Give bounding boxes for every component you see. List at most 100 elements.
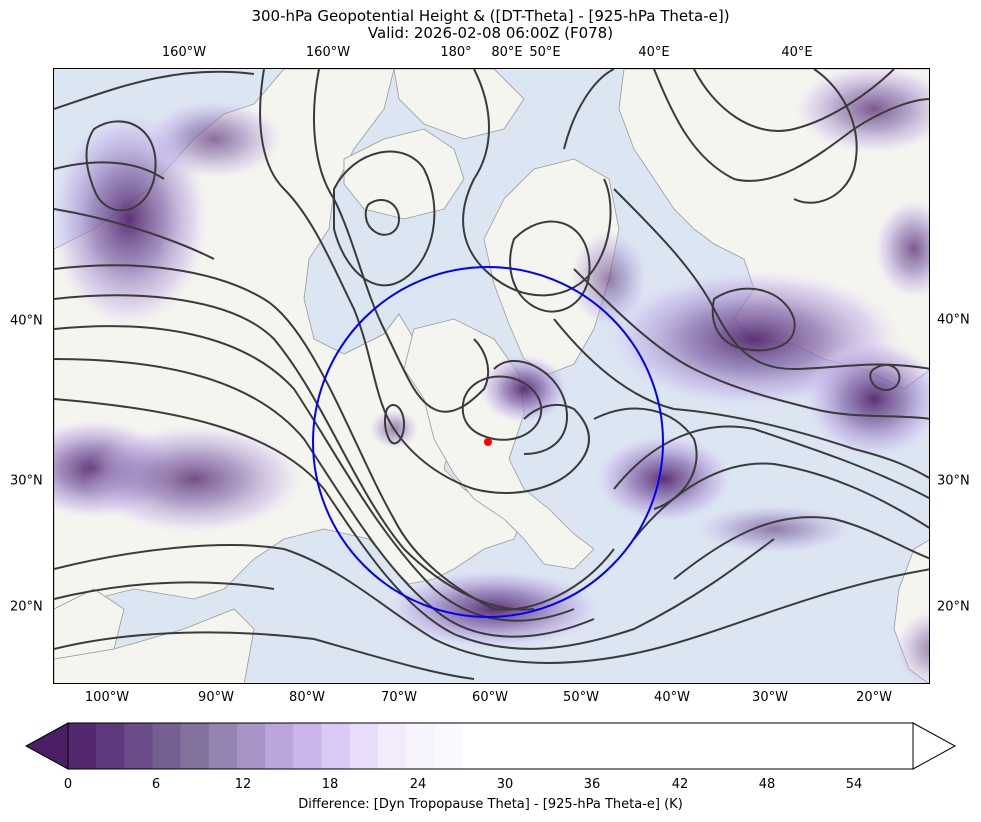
bottom-lon-label: 90°W xyxy=(198,690,234,705)
colorbar-cell xyxy=(518,723,548,769)
chart-valid-time: Valid: 2026-02-08 06:00Z (F078) xyxy=(367,24,614,42)
contour-line xyxy=(653,69,929,182)
contour-line xyxy=(54,264,615,611)
left-lat-label: 30°N xyxy=(10,473,43,489)
contour-line xyxy=(54,631,475,680)
contour-line xyxy=(793,69,858,204)
colorbar-cell xyxy=(265,723,294,769)
contour-line xyxy=(613,425,929,500)
colorbar-tick: 48 xyxy=(758,777,776,792)
map-svg xyxy=(54,69,929,683)
center-marker xyxy=(484,438,492,446)
colorbar-frame xyxy=(67,722,914,770)
contour-line xyxy=(573,268,929,420)
top-lon-label: 80°E xyxy=(491,45,523,60)
colorbar-cell xyxy=(659,723,689,769)
colorbar-cell xyxy=(434,723,463,769)
colorbar-cell xyxy=(575,723,604,769)
colorbar-label: Difference: [Dyn Tropopause Theta] - [92… xyxy=(298,797,683,812)
colorbar-tick: 6 xyxy=(151,777,161,792)
contour-line xyxy=(85,120,157,212)
colorbar-cell xyxy=(546,723,576,769)
left-lat-label: 40°N xyxy=(10,313,43,329)
contour-line xyxy=(54,544,929,664)
contour-line xyxy=(313,69,490,413)
top-lon-label: 160°W xyxy=(305,45,351,60)
contour-line xyxy=(553,318,929,480)
contour-line xyxy=(54,294,535,611)
colorbar-cell xyxy=(828,723,858,769)
contour-line xyxy=(54,398,775,650)
colorbar-cell xyxy=(377,723,407,769)
colorbar-tick: 12 xyxy=(234,777,252,792)
contour-line xyxy=(54,208,215,260)
colorbar-extend-max xyxy=(912,722,957,770)
colorbar xyxy=(24,722,957,770)
contour-line xyxy=(259,69,590,494)
map-area[interactable] xyxy=(53,68,930,684)
region-circle xyxy=(312,266,664,618)
contour-line xyxy=(54,70,255,110)
contour-line xyxy=(54,358,595,638)
land-arctic-islands-2 xyxy=(393,69,525,140)
top-lon-label: 40°E xyxy=(638,45,670,60)
colorbar-cell xyxy=(152,723,182,769)
height-contours xyxy=(54,69,929,680)
chart-title: 300-hPa Geopotential Height & ([DT-Theta… xyxy=(251,7,730,25)
colorbar-cell xyxy=(715,723,745,769)
colorbar-tick: 36 xyxy=(583,777,601,792)
bottom-lon-label: 80°W xyxy=(289,690,325,705)
colorbar-cell xyxy=(800,723,829,769)
contour-line xyxy=(462,69,612,297)
colorbar-cell xyxy=(237,723,266,769)
contour-line xyxy=(711,287,796,352)
bottom-lon-label: 60°W xyxy=(472,690,508,705)
colorbar-cell xyxy=(490,723,520,769)
colorbar-cell xyxy=(208,723,238,769)
contour-line xyxy=(593,407,698,510)
contour-line xyxy=(333,150,436,287)
colorbar-cell xyxy=(96,723,125,769)
right-lat-label: 30°N xyxy=(937,473,970,489)
colorbar-cell xyxy=(856,723,886,769)
top-lon-label: 40°E xyxy=(781,45,813,60)
contour-line xyxy=(673,516,929,580)
bottom-lon-label: 30°W xyxy=(752,690,788,705)
colorbar-cell xyxy=(631,723,660,769)
colorbar-tick: 24 xyxy=(409,777,427,792)
left-lat-label: 20°N xyxy=(10,599,43,615)
colorbar-cell xyxy=(687,723,717,769)
contour-line xyxy=(493,359,569,455)
contour-line xyxy=(461,375,543,441)
contour-line xyxy=(364,199,401,236)
contour-line xyxy=(563,69,615,150)
colorbar-tick: 54 xyxy=(845,777,863,792)
bottom-lon-label: 70°W xyxy=(381,690,417,705)
right-lat-label: 20°N xyxy=(937,599,970,615)
colorbar-cell xyxy=(124,723,153,769)
top-lon-label: 160°W xyxy=(161,45,207,60)
colorbar-cell xyxy=(603,723,632,769)
bottom-lon-label: 40°W xyxy=(654,690,690,705)
colorbar-cell xyxy=(68,723,97,769)
colorbar-tick: 18 xyxy=(321,777,339,792)
land-south-america xyxy=(54,608,255,683)
bottom-lon-label: 100°W xyxy=(84,690,130,705)
contour-line xyxy=(383,404,406,445)
colorbar-cell xyxy=(293,723,322,769)
colorbar-cell xyxy=(462,723,491,769)
colorbar-cell xyxy=(744,723,773,769)
contour-line xyxy=(869,363,901,391)
colorbar-cell xyxy=(321,723,351,769)
colorbar-tick: 30 xyxy=(496,777,514,792)
contour-line xyxy=(509,220,591,313)
colorbar-tick: 0 xyxy=(63,777,73,792)
colorbar-extend-min xyxy=(24,722,69,770)
right-lat-label: 40°N xyxy=(937,312,970,328)
colorbar-cell xyxy=(180,723,210,769)
colorbar-cell xyxy=(884,723,914,769)
contour-line xyxy=(693,69,895,132)
colorbar-tick: 42 xyxy=(671,777,689,792)
top-lon-label: 50°E xyxy=(529,45,561,60)
top-lon-label: 180° xyxy=(440,45,472,60)
